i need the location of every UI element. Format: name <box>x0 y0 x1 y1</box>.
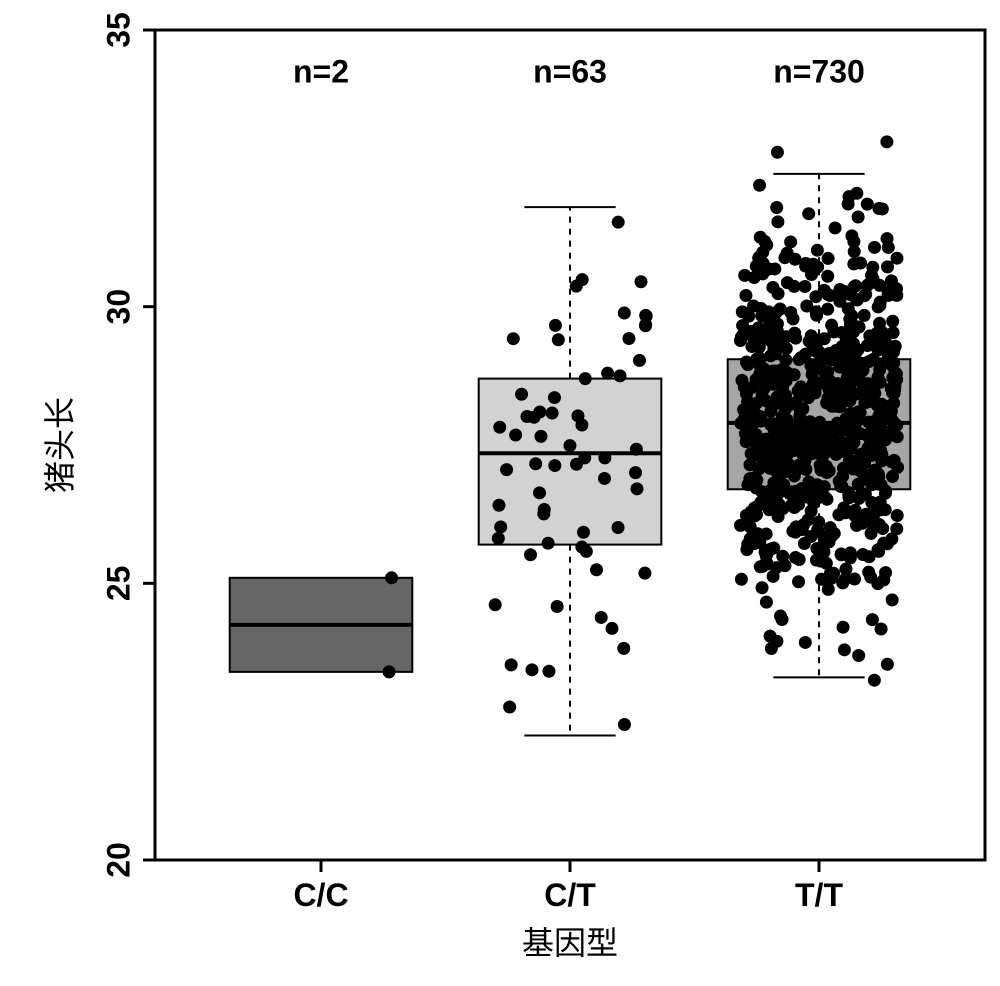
svg-text:n=2: n=2 <box>293 54 349 90</box>
svg-text:C/T: C/T <box>544 877 596 913</box>
svg-text:猪头长: 猪头长 <box>42 397 78 493</box>
boxplot-chart: 20 25 30 35 C/C C/T T/T n=2 n=63 n=730 基因型 猪头长 <box>0 0 1000 986</box>
svg-text:30: 30 <box>100 289 136 325</box>
svg-text:n=730: n=730 <box>773 54 865 90</box>
svg-text:基因型: 基因型 <box>522 925 618 961</box>
svg-text:n=63: n=63 <box>533 54 607 90</box>
svg-text:C/C: C/C <box>293 877 348 913</box>
svg-text:T/T: T/T <box>795 877 843 913</box>
svg-text:20: 20 <box>100 842 136 878</box>
svg-text:35: 35 <box>100 12 136 48</box>
svg-text:25: 25 <box>100 566 136 602</box>
